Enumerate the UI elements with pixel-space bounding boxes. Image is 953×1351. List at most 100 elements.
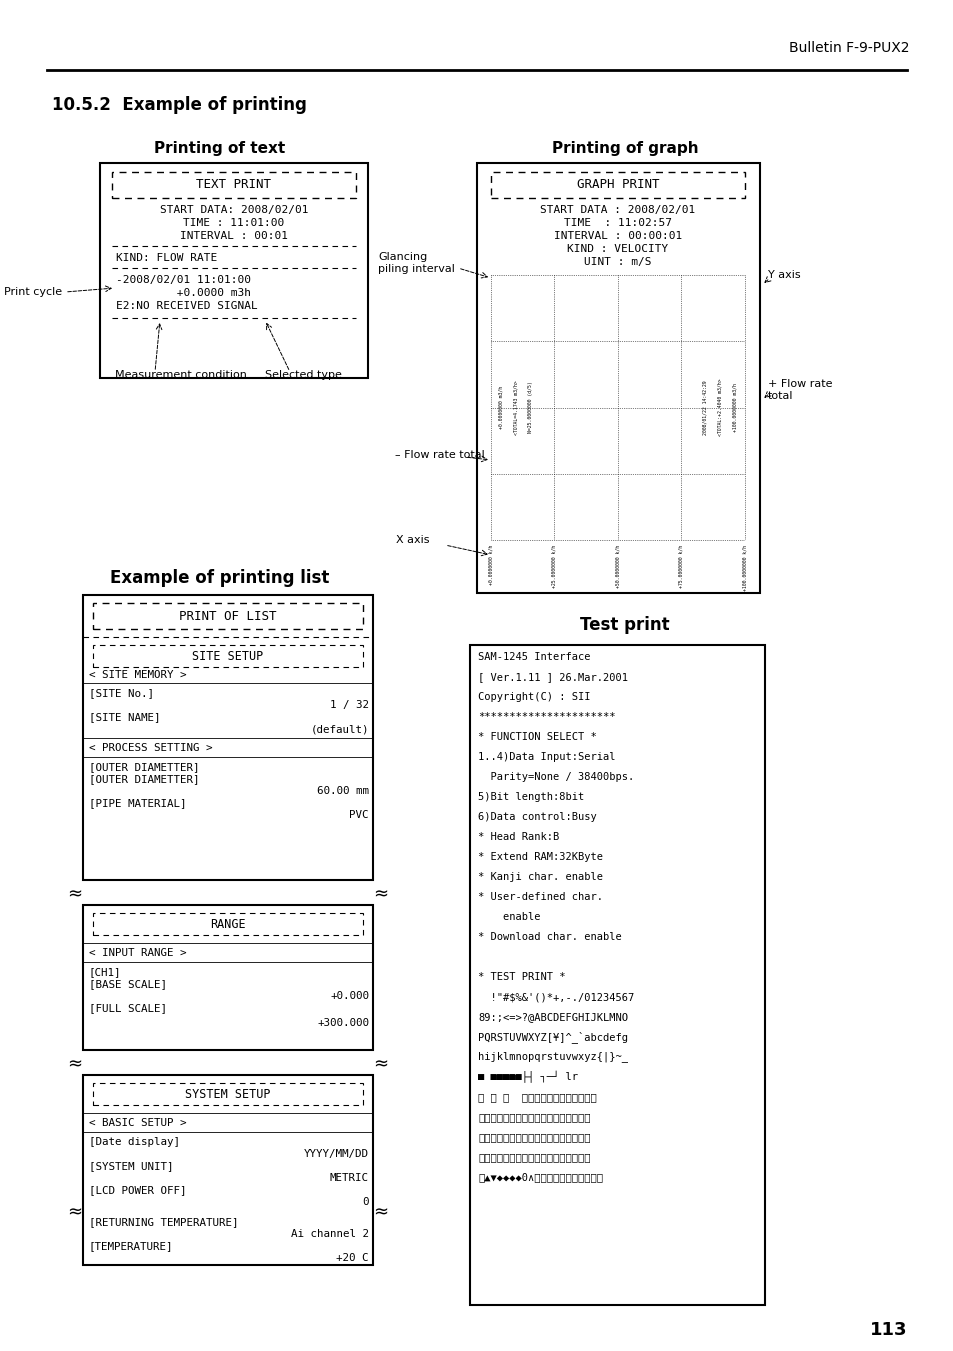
Text: 1..4)Data Input:Serial: 1..4)Data Input:Serial [477,753,615,762]
Text: 6)Data control:Busy: 6)Data control:Busy [477,812,597,821]
Text: 89:;<=>?@ABCDEFGHIJKLMNO: 89:;<=>?@ABCDEFGHIJKLMNO [477,1012,627,1021]
Text: START DATA : 2008/02/01: START DATA : 2008/02/01 [539,205,695,215]
Text: ≈: ≈ [68,1202,83,1221]
Text: +0.0000000 m3/h: +0.0000000 m3/h [498,386,503,430]
Bar [491,172,744,199]
Text: 卄▲▼◆◆◆◆0∧円年月日分分分分分分分: 卄▲▼◆◆◆◆0∧円年月日分分分分分分分 [477,1173,602,1182]
Text: TIME  : 11:02:57: TIME : 11:02:57 [563,218,671,228]
Text: ≈: ≈ [373,1055,388,1073]
Text: X axis: X axis [396,535,430,544]
Text: [TEMPERATURE]: [TEMPERATURE] [89,1242,173,1251]
Text: – Flow rate total: – Flow rate total [395,450,484,459]
Text: 113: 113 [868,1321,906,1339]
Text: METRIC: METRIC [330,1173,369,1183]
Text: -2008/02/01 11:01:00: -2008/02/01 11:01:00 [116,276,251,285]
Text: ≈: ≈ [68,1055,83,1073]
Text: Y axis: Y axis [767,270,800,280]
Text: UINT : m/S: UINT : m/S [583,257,651,267]
Bar [470,644,764,1305]
Text: ぁ あ う  「、。・ヽィウェヨラョヨ: ぁ あ う 「、。・ヽィウェヨラョヨ [477,1092,597,1102]
Text: + Flow rate
total: + Flow rate total [767,380,832,401]
Text: [RETURNING TEMPERATURE]: [RETURNING TEMPERATURE] [89,1217,238,1227]
Text: SYSTEM SETUP: SYSTEM SETUP [185,1088,271,1101]
Text: [OUTER DIAMETTER]: [OUTER DIAMETTER] [89,762,199,771]
Text: hijklmnopqrstuvwxyz{|}~_: hijklmnopqrstuvwxyz{|}~_ [477,1051,627,1062]
Text: ≈: ≈ [373,885,388,902]
Text: * User-defined char.: * User-defined char. [477,892,602,902]
Text: RANGE: RANGE [210,917,246,931]
Text: Printing of text: Printing of text [154,141,285,155]
Text: +25.0000000 k/h: +25.0000000 k/h [552,544,557,588]
Text: Ai channel 2: Ai channel 2 [291,1229,369,1239]
Text: START DATA: 2008/02/01: START DATA: 2008/02/01 [159,205,308,215]
Text: Print cycle: Print cycle [4,286,62,297]
Text: * FUNCTION SELECT *: * FUNCTION SELECT * [477,732,597,742]
Text: [FULL SCALE]: [FULL SCALE] [89,1002,167,1013]
Bar [476,163,760,593]
Bar [92,603,363,630]
Text: < SITE MEMORY >: < SITE MEMORY > [89,670,186,680]
Text: <TOTAL:+2.4040 m3/h>: <TOTAL:+2.4040 m3/h> [717,378,721,436]
Text: Test print: Test print [579,616,669,634]
Text: PRINT OF LIST: PRINT OF LIST [179,609,276,623]
Text: +100.0000000 k/h: +100.0000000 k/h [741,544,747,590]
Text: !"#$%&'()*+,-./01234567: !"#$%&'()*+,-./01234567 [477,992,634,1002]
Text: **********************: ********************** [477,712,615,721]
Text: ノハヒフヘホマミメモャヤリルレロンン: ノハヒフヘホマミメモャヤリルレロンン [477,1132,590,1142]
Text: [LCD POWER OFF]: [LCD POWER OFF] [89,1185,186,1196]
Bar [83,594,373,880]
Text: +0.0000 m3h: +0.0000 m3h [116,288,251,299]
Text: [OUTER DIAMETTER]: [OUTER DIAMETTER] [89,774,199,784]
Text: PVC: PVC [349,811,369,820]
Text: [SYSTEM UNIT]: [SYSTEM UNIT] [89,1161,173,1171]
Text: 10.5.2  Example of printing: 10.5.2 Example of printing [52,96,307,113]
Text: TIME : 11:01:00: TIME : 11:01:00 [183,218,284,228]
Text: +0.0000000 k/h: +0.0000000 k/h [488,544,493,585]
Text: Example of printing list: Example of printing list [111,569,330,586]
Text: Selected type: Selected type [265,370,341,380]
Text: SITE SETUP: SITE SETUP [193,650,263,662]
Text: enable: enable [477,912,540,921]
Text: * Download char. enable: * Download char. enable [477,932,621,942]
Text: ■ ■■■■■├┤ ┐─┘ lr: ■ ■■■■■├┤ ┐─┘ lr [477,1071,578,1084]
Text: [BASE SCALE]: [BASE SCALE] [89,979,167,989]
Text: GRAPH PRINT: GRAPH PRINT [577,178,659,192]
Text: +20 C: +20 C [336,1252,369,1263]
Text: +0.000: +0.000 [330,992,369,1001]
Text: Measurement condition: Measurement condition [115,370,247,380]
Text: PQRSTUVWXYZ[¥]^_`abcdefg: PQRSTUVWXYZ[¥]^_`abcdefg [477,1031,627,1043]
Bar [92,913,363,935]
Bar [112,172,355,199]
Text: Bulletin F-9-PUX2: Bulletin F-9-PUX2 [789,41,909,55]
Text: SAM-1245 Interface: SAM-1245 Interface [477,653,590,662]
Text: ノハヒフヘホマミメモャヤュユョヨラリ: ノハヒフヘホマミメモャヤュユョヨラリ [477,1152,590,1162]
Text: [SITE NAME]: [SITE NAME] [89,712,160,721]
Bar [83,1075,373,1265]
Text: < BASIC SETUP >: < BASIC SETUP > [89,1119,186,1128]
Text: INTERVAL : 00:01: INTERVAL : 00:01 [180,231,288,240]
Bar [92,1084,363,1105]
Text: +50.0000000 k/h: +50.0000000 k/h [615,544,619,588]
Text: Glancing
piling interval: Glancing piling interval [377,253,455,274]
Text: [ Ver.1.11 ] 26.Mar.2001: [ Ver.1.11 ] 26.Mar.2001 [477,671,627,682]
Text: 5)Bit length:8bit: 5)Bit length:8bit [477,792,583,802]
Text: ≈: ≈ [68,885,83,902]
Text: [Date display]: [Date display] [89,1138,180,1147]
Text: <TOTAL=4.1743 m3/h>: <TOTAL=4.1743 m3/h> [513,380,518,435]
Text: アイウエオカクコサシソタチテトナニヌ: アイウエオカクコサシソタチテトナニヌ [477,1112,590,1121]
Text: * Head Rank:B: * Head Rank:B [477,832,558,842]
Text: TEXT PRINT: TEXT PRINT [196,178,272,192]
Text: [CH1]: [CH1] [89,967,121,977]
Text: Parity=None / 38400bps.: Parity=None / 38400bps. [477,771,634,782]
Text: < INPUT RANGE >: < INPUT RANGE > [89,948,186,958]
Text: ≈: ≈ [373,1202,388,1221]
Text: 60.00 mm: 60.00 mm [316,786,369,796]
Text: KIND : VELOCITY: KIND : VELOCITY [567,245,668,254]
Text: N=25.0000000 (d/5): N=25.0000000 (d/5) [528,381,533,434]
Text: (default): (default) [310,724,369,734]
Text: [PIPE MATERIAL]: [PIPE MATERIAL] [89,798,186,808]
Text: [SITE No.]: [SITE No.] [89,688,153,698]
Text: Printing of graph: Printing of graph [551,141,698,155]
Text: E2:NO RECEIVED SIGNAL: E2:NO RECEIVED SIGNAL [116,301,257,311]
Bar [100,163,368,378]
